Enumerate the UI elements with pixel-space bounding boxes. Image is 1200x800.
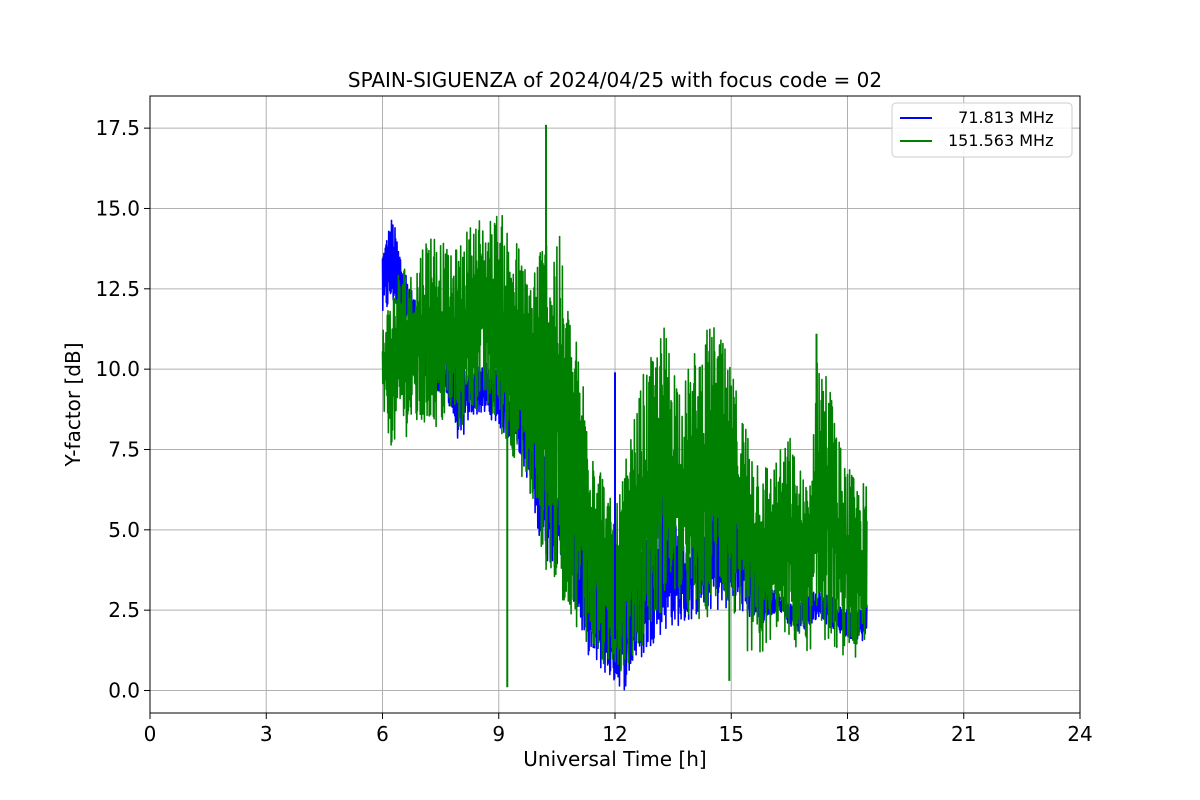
legend: 71.813 MHz 151.563 MHz (891, 102, 1073, 158)
x-tick-label: 9 (492, 722, 505, 746)
y-tick-label: 12.5 (95, 277, 140, 301)
x-axis-label: Universal Time [h] (523, 747, 706, 771)
x-tick-label: 21 (951, 722, 976, 746)
y-axis-label: Y-factor [dB] (61, 342, 85, 467)
y-tick-label: 0.0 (108, 679, 140, 703)
x-tick-label: 0 (144, 722, 157, 746)
series-line-1 (381, 214, 868, 672)
x-tick-label: 15 (719, 722, 744, 746)
y-tick-label: 17.5 (95, 116, 140, 140)
x-tick-label: 12 (602, 722, 627, 746)
x-tick-label: 18 (835, 722, 860, 746)
ticks: 0 3 6 9 12 15 18 21 24 0.0 2.5 5.0 7.5 10.0 12.5 15.0 17… (95, 116, 1092, 746)
legend-label: 71.813 MHz (948, 108, 1053, 127)
y-tick-label: 2.5 (108, 598, 140, 622)
y-tick-label: 5.0 (108, 518, 140, 542)
chart-title: SPAIN-SIGUENZA of 2024/04/25 with focus … (348, 68, 882, 92)
x-tick-label: 3 (260, 722, 273, 746)
x-tick-label: 24 (1067, 722, 1092, 746)
y-tick-label: 7.5 (108, 437, 140, 461)
legend-label: 151.563 MHz (948, 131, 1053, 150)
series-layer (381, 124, 868, 691)
y-tick-label: 15.0 (95, 196, 140, 220)
x-tick-label: 6 (376, 722, 389, 746)
y-tick-label: 10.0 (95, 357, 140, 381)
legend-box (891, 102, 1073, 158)
